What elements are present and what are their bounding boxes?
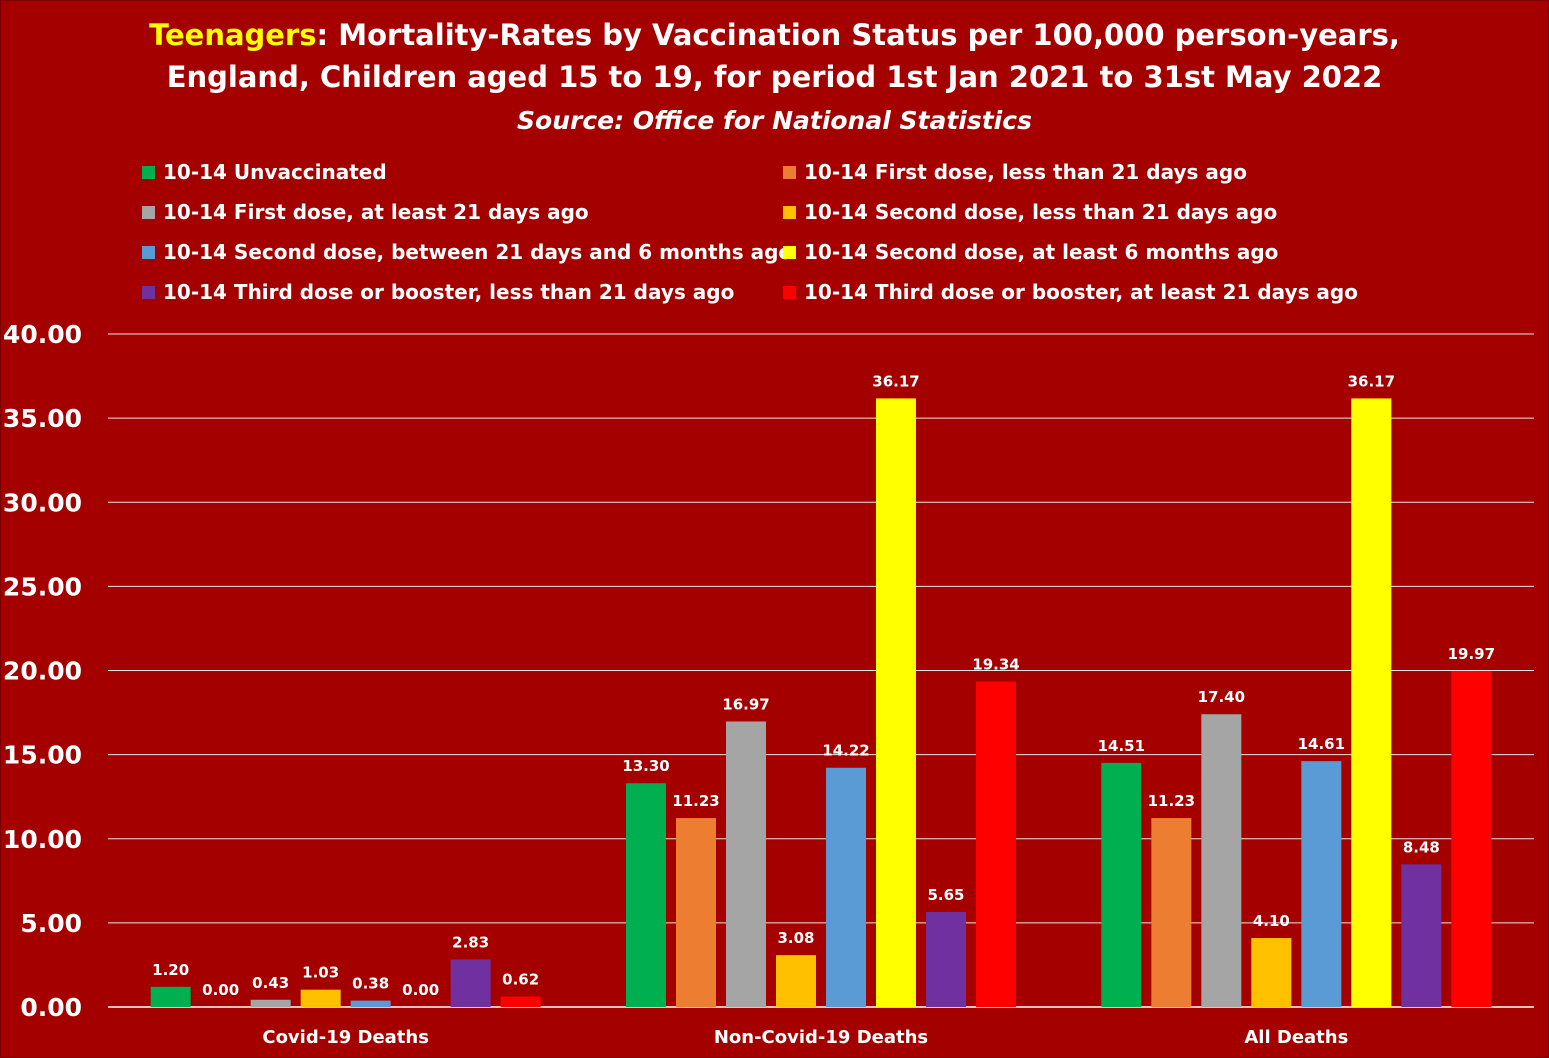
data-label: 0.00 xyxy=(402,981,439,999)
bar xyxy=(1151,818,1192,1007)
data-label: 0.00 xyxy=(202,981,239,999)
bar xyxy=(150,986,191,1007)
bar xyxy=(876,398,916,1007)
bar xyxy=(726,721,766,1007)
data-label: 36.17 xyxy=(872,372,919,390)
legend-label: 10-14 First dose, less than 21 days ago xyxy=(804,160,1247,184)
data-label: 11.23 xyxy=(672,792,719,810)
bar xyxy=(350,1000,391,1007)
data-label: 14.51 xyxy=(1098,737,1145,755)
legend-label: 10-14 Second dose, at least 6 months ago xyxy=(804,240,1279,264)
data-label: 11.23 xyxy=(1148,792,1195,810)
bar xyxy=(1451,671,1492,1007)
bar xyxy=(676,818,716,1007)
bar xyxy=(1301,761,1342,1007)
legend-item: 10-14 Unvaccinated xyxy=(142,152,387,192)
data-label: 2.83 xyxy=(452,933,489,951)
bar xyxy=(300,989,341,1007)
chart-title: Teenagers: Mortality-Rates by Vaccinatio… xyxy=(0,14,1549,98)
data-label: 3.08 xyxy=(777,929,814,947)
chart-legend: 10-14 Unvaccinated 10-14 First dose, less… xyxy=(142,152,1442,312)
bar xyxy=(626,783,666,1007)
legend-item: 10-14 First dose, less than 21 days ago xyxy=(783,152,1247,192)
bar xyxy=(926,911,966,1007)
legend-label: 10-14 Unvaccinated xyxy=(163,160,387,184)
legend-swatch xyxy=(783,245,796,259)
data-label: 13.30 xyxy=(622,757,669,775)
data-label: 4.10 xyxy=(1253,912,1290,930)
legend-swatch xyxy=(142,205,155,219)
x-tick-label: All Deaths xyxy=(1244,1027,1348,1048)
y-tick-label: 30.00 xyxy=(3,488,82,517)
bar xyxy=(500,996,541,1007)
bar xyxy=(1101,762,1142,1007)
legend-item: 10-14 First dose, at least 21 days ago xyxy=(142,192,589,232)
bar xyxy=(1401,864,1442,1007)
bar xyxy=(1251,938,1292,1007)
legend-swatch xyxy=(783,165,796,179)
bar xyxy=(976,681,1016,1007)
bar xyxy=(250,999,291,1007)
data-label: 19.97 xyxy=(1448,645,1495,663)
legend-label: 10-14 Third dose or booster, less than 2… xyxy=(163,280,735,304)
legend-item: 10-14 Second dose, between 21 days and 6… xyxy=(142,232,792,272)
x-tick-label: Non-Covid-19 Deaths xyxy=(714,1027,928,1048)
data-label: 0.43 xyxy=(252,974,289,992)
legend-swatch xyxy=(142,285,155,299)
data-label: 0.62 xyxy=(502,971,539,989)
data-label: 8.48 xyxy=(1403,838,1440,856)
legend-label: 10-14 First dose, at least 21 days ago xyxy=(163,200,589,224)
y-tick-label: 10.00 xyxy=(3,825,82,854)
y-tick-label: 15.00 xyxy=(3,741,82,770)
data-label: 14.22 xyxy=(822,742,869,760)
x-tick-label: Covid-19 Deaths xyxy=(262,1027,429,1048)
legend-item: 10-14 Second dose, less than 21 days ago xyxy=(783,192,1277,232)
y-tick-label: 40.00 xyxy=(3,320,82,349)
bar xyxy=(1201,714,1242,1007)
legend-swatch xyxy=(783,205,796,219)
data-label: 1.20 xyxy=(152,961,189,979)
data-label: 14.61 xyxy=(1298,735,1345,753)
y-tick-label: 0.00 xyxy=(20,993,82,1022)
legend-item: 10-14 Third dose or booster, less than 2… xyxy=(142,272,734,312)
bar xyxy=(776,955,816,1007)
bar xyxy=(1351,398,1392,1007)
title-line-1: : Mortality-Rates by Vaccination Status … xyxy=(316,18,1400,52)
data-label: 16.97 xyxy=(722,695,769,713)
y-tick-label: 35.00 xyxy=(3,404,82,433)
data-label: 19.34 xyxy=(972,656,1019,674)
legend-label: 10-14 Second dose, between 21 days and 6… xyxy=(163,240,793,264)
data-label: 36.17 xyxy=(1348,372,1395,390)
y-tick-label: 20.00 xyxy=(3,657,82,686)
y-tick-label: 25.00 xyxy=(3,572,82,601)
legend-swatch xyxy=(783,285,796,299)
title-line-2: England, Children aged 15 to 19, for per… xyxy=(166,60,1383,94)
legend-label: 10-14 Third dose or booster, at least 21… xyxy=(804,280,1358,304)
bar xyxy=(450,959,491,1007)
title-highlight: Teenagers xyxy=(149,18,317,52)
legend-swatch xyxy=(142,245,155,259)
data-label: 1.03 xyxy=(302,964,339,982)
legend-item: 10-14 Third dose or booster, at least 21… xyxy=(783,272,1358,312)
chart-subtitle: Source: Office for National Statistics xyxy=(517,106,1032,135)
data-label: 17.40 xyxy=(1198,688,1245,706)
data-label: 5.65 xyxy=(927,886,964,904)
legend-swatch xyxy=(142,165,155,179)
bar xyxy=(826,767,866,1007)
y-tick-label: 5.00 xyxy=(20,909,82,938)
legend-item: 10-14 Second dose, at least 6 months ago xyxy=(783,232,1278,272)
legend-label: 10-14 Second dose, less than 21 days ago xyxy=(804,200,1278,224)
data-label: 0.38 xyxy=(352,975,389,993)
